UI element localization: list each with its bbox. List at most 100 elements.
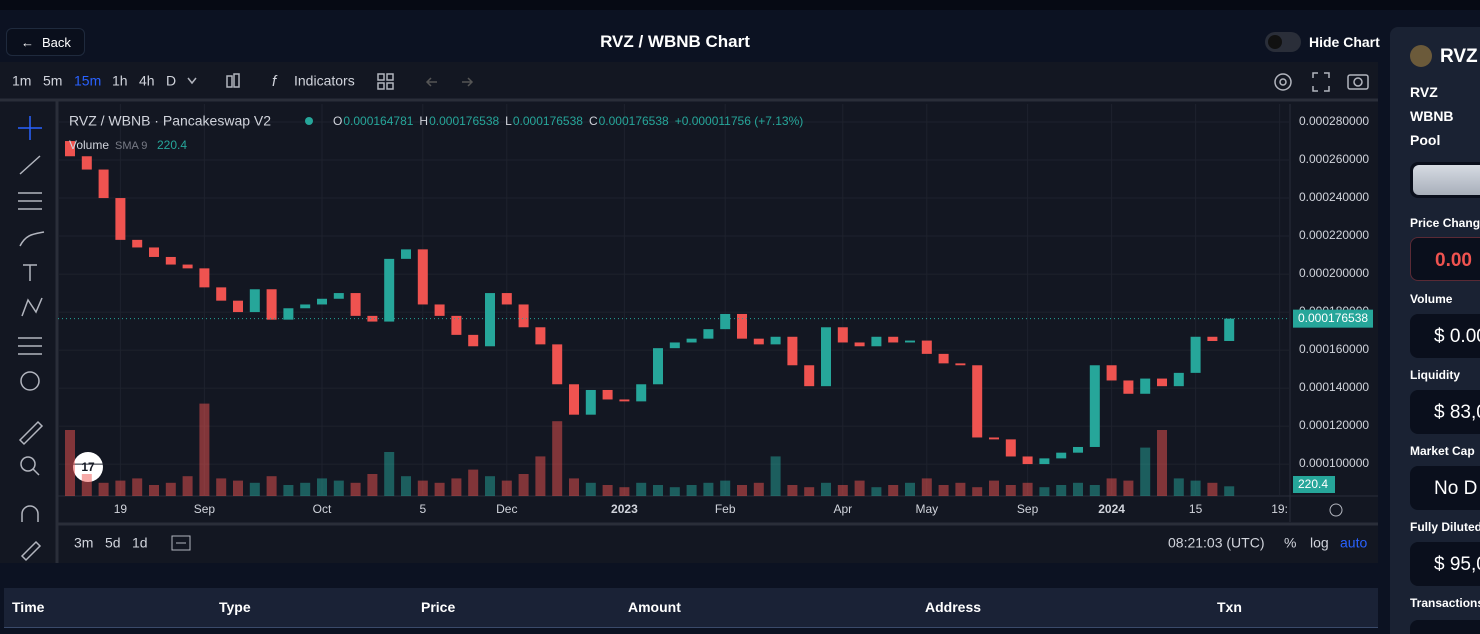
candle-body xyxy=(1157,378,1167,387)
info-row: RVZ xyxy=(1410,84,1438,100)
candle-body xyxy=(972,365,983,438)
plot-area: 0.000280000 0.000260000 0.000240000 0.00022… xyxy=(58,104,1373,516)
candle-body xyxy=(619,399,630,402)
volume-bar xyxy=(283,485,294,496)
last-volume-label: 220.4 xyxy=(1298,477,1328,491)
candle-body xyxy=(132,239,143,248)
fdv-value: $ 95,0 xyxy=(1410,542,1480,586)
interval-button[interactable]: 5m xyxy=(43,73,62,89)
candle-body xyxy=(300,304,311,309)
info-row: Pool xyxy=(1410,132,1441,148)
auto-toggle[interactable]: auto xyxy=(1340,535,1367,551)
volume-legend: Volume xyxy=(69,138,109,152)
ohlc-key: H xyxy=(419,114,428,128)
volume-bar xyxy=(384,452,395,496)
liquidity-value: $ 83,0 xyxy=(1410,390,1480,434)
volume-bar xyxy=(753,482,764,496)
candle-body xyxy=(199,268,210,288)
candle-body xyxy=(367,315,378,322)
interval-button[interactable]: 1m xyxy=(12,73,31,89)
date-range-icon[interactable] xyxy=(171,535,191,551)
percent-toggle[interactable]: % xyxy=(1284,535,1296,551)
hide-chart-toggle[interactable] xyxy=(1265,32,1301,52)
volume-bar xyxy=(1056,485,1067,496)
candle-body xyxy=(182,264,193,269)
interval-button[interactable]: 15m xyxy=(74,73,101,89)
dropdown-icon[interactable] xyxy=(187,77,197,85)
y-tick-label: 0.000160000 xyxy=(1299,342,1369,356)
range-button[interactable]: 5d xyxy=(105,535,121,551)
interval-group: 1m 5m 15m 1h 4h D xyxy=(12,73,176,89)
volume-bar xyxy=(552,421,563,496)
candle-body xyxy=(65,141,75,157)
candle-body xyxy=(283,308,294,320)
range-button[interactable]: 1d xyxy=(132,535,148,551)
x-tick-label: May xyxy=(915,502,938,516)
volume-bar xyxy=(1157,430,1167,496)
axis-settings[interactable] xyxy=(1329,503,1343,517)
volume-bar xyxy=(653,485,663,496)
volume-bar xyxy=(65,430,75,496)
y-tick-label: 0.000280000 xyxy=(1299,114,1369,128)
volume-bar xyxy=(1106,478,1117,496)
candle-body xyxy=(1056,452,1067,459)
candle-body xyxy=(821,327,831,387)
interval-button[interactable]: 4h xyxy=(139,73,155,89)
candle-body xyxy=(1207,336,1218,341)
volume-bar xyxy=(1123,480,1134,496)
volume-bar xyxy=(669,487,680,496)
volume-bar xyxy=(1140,447,1151,496)
log-toggle[interactable]: log xyxy=(1310,535,1329,551)
legend-symbol: RVZ / WBNB · Pancakeswap V2 xyxy=(69,113,271,129)
volume-bar xyxy=(921,478,932,496)
token-name: RVZ xyxy=(1440,46,1478,67)
volume-bar xyxy=(501,480,512,496)
candle-body xyxy=(653,348,663,385)
volume-bar xyxy=(888,485,899,496)
volume-bar xyxy=(182,476,193,496)
candle-body xyxy=(350,293,361,316)
y-tick-label: 0.000220000 xyxy=(1299,228,1369,242)
volume-bar xyxy=(1173,478,1184,496)
indicators-button[interactable]: Indicators xyxy=(294,73,355,89)
volume-bar xyxy=(787,485,798,496)
candle-body xyxy=(417,249,428,305)
stat-label: Transactions xyxy=(1410,596,1480,610)
candle-body xyxy=(501,293,512,305)
ohlc-key: L xyxy=(505,114,512,128)
info-row: WBNB xyxy=(1410,108,1454,124)
candle-body xyxy=(317,298,327,305)
candle-body xyxy=(535,327,546,345)
interval-button[interactable]: D xyxy=(166,73,176,89)
candle-body xyxy=(787,336,798,366)
volume-bar xyxy=(115,480,126,496)
volume-bar xyxy=(770,456,781,496)
x-tick-label: Sep xyxy=(1017,502,1039,516)
interval-button[interactable]: 1h xyxy=(112,73,128,89)
candle-body xyxy=(81,156,92,170)
candle-body xyxy=(1005,439,1016,457)
back-button[interactable]: ← Back xyxy=(6,28,85,56)
volume-bar xyxy=(300,482,311,496)
volume-bar xyxy=(434,482,445,496)
last-price-tag xyxy=(1293,309,1373,328)
volume-bar xyxy=(317,478,327,496)
volume-bar xyxy=(837,485,848,496)
x-tick-label: 5 xyxy=(419,502,426,516)
candle-body xyxy=(1089,365,1100,447)
last-price-label: 0.000176538 xyxy=(1298,311,1368,325)
candle-body xyxy=(1123,380,1134,394)
stat-label: Fully Diluted xyxy=(1410,520,1480,534)
volume-bar xyxy=(249,482,260,496)
stat-label: Volume xyxy=(1410,292,1453,306)
candle-body xyxy=(804,365,815,387)
x-tick-label: Apr xyxy=(833,502,852,516)
volume-bar xyxy=(1089,485,1100,496)
pool-button[interactable] xyxy=(1410,162,1480,198)
volume-bar xyxy=(686,485,697,496)
volume-bar xyxy=(720,480,731,496)
volume-bar xyxy=(367,474,378,496)
volume-bar xyxy=(350,482,361,496)
candle-body xyxy=(485,293,495,347)
range-button[interactable]: 3m xyxy=(74,535,93,551)
